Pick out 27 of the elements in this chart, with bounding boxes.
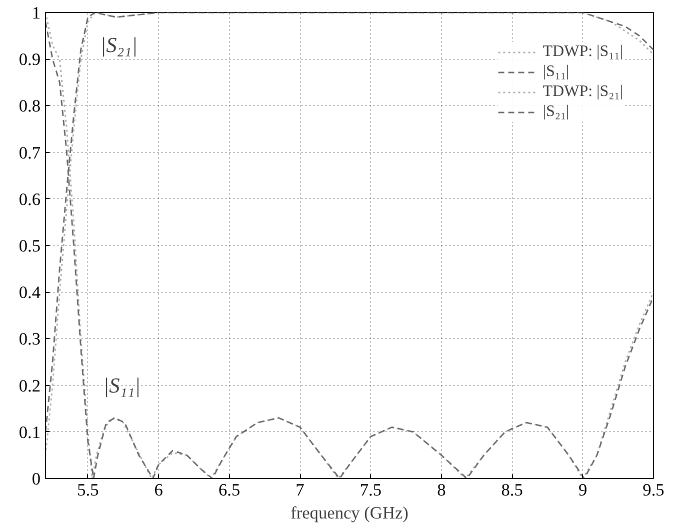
y-tick-label: 1: [32, 4, 41, 22]
annotation: |S₁₁|: [103, 373, 140, 398]
x-tick-label: 8.5: [501, 480, 523, 500]
y-tick-label: 0.5: [18, 236, 41, 256]
legend-label: TDWP: |S₂₁|: [542, 83, 623, 101]
y-tick-label: 0.8: [18, 96, 41, 116]
y-tick-label: 0.3: [18, 330, 41, 349]
y-tick-label: 0.9: [18, 50, 41, 70]
y-tick-label: 0.2: [18, 376, 41, 396]
x-tick-label: 7: [296, 480, 305, 500]
annotation: |S₂₁|: [100, 33, 138, 58]
legend-label: |S₂₁|: [542, 103, 570, 121]
y-tick-label: 0.7: [18, 143, 41, 162]
y-tick-label: 0.1: [18, 422, 41, 442]
x-tick-label: 9: [578, 480, 588, 500]
x-tick-label: 6.5: [218, 480, 240, 500]
x-tick-label: 5.5: [77, 480, 99, 500]
legend-label: TDWP: |S₁₁|: [542, 43, 623, 61]
legend-label: |S₁₁|: [542, 63, 570, 81]
x-tick-label: 6: [154, 480, 164, 500]
y-tick-label: 0: [32, 470, 41, 488]
x-axis-title: frequency (GHz): [290, 504, 409, 522]
y-tick-label: 0.6: [18, 190, 41, 209]
x-tick-label: 9.5: [642, 480, 664, 500]
x-tick-label: 7.5: [360, 480, 382, 500]
x-tick-label: 8: [437, 480, 446, 500]
y-tick-label: 0.4: [18, 283, 41, 302]
